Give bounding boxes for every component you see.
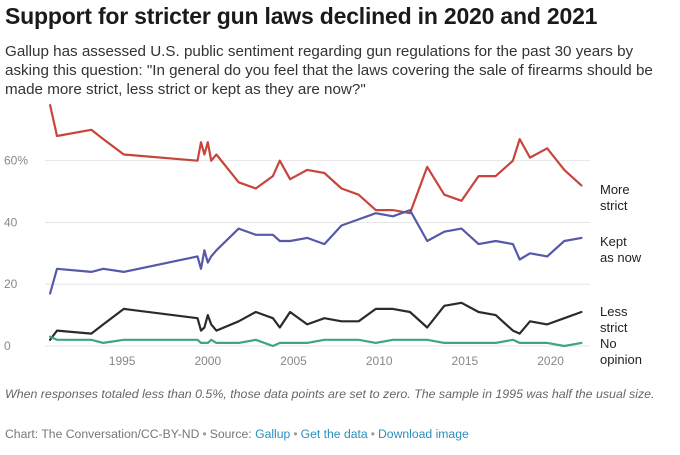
y-tick-label-40: 40 [4,215,18,229]
y-tick-labels: 0 20 40 60% [4,154,28,353]
series-label-less-strict: Less strict [600,304,628,335]
y-tick-label-20: 20 [4,277,18,291]
x-tick-label-2020: 2020 [537,354,564,368]
series-line-more-strict [48,103,583,215]
get-data-link[interactable]: Get the data [300,427,368,441]
chart-subtitle: Gallup has assessed U.S. public sentimen… [5,43,653,98]
line-chart: 0 20 40 60% 1995 2000 2005 2010 2015 2020 More st… [4,103,642,368]
footnote: When responses totaled less than 0.5%, t… [5,387,655,401]
source-link[interactable]: Gallup [255,427,291,441]
series-lines [48,103,583,348]
download-image-link[interactable]: Download image [377,427,469,441]
x-tick-label-1995: 1995 [109,354,136,368]
series-line-kept-as-now [48,208,583,295]
x-tick-label-2010: 2010 [366,354,393,368]
series-line-less-strict [48,301,583,341]
series-line-no-opinion [48,335,583,348]
credits-line: Chart: The Conversation/CC-BY-ND • Source:… [5,427,469,441]
credits-source-label: Source: [209,427,252,441]
y-tick-label-60: 60% [4,154,28,168]
x-tick-label-2015: 2015 [452,354,479,368]
x-tick-labels: 1995 2000 2005 2010 2015 2020 [109,354,564,368]
chart-title: Support for stricter gun laws declined i… [5,3,598,29]
x-tick-label-2005: 2005 [280,354,307,368]
x-tick-label-2000: 2000 [194,354,221,368]
series-label-kept-as-now: Kept as now [600,234,642,265]
y-tick-label-0: 0 [4,339,11,353]
series-label-no-opinion: No opinion [600,336,642,367]
credits-prefix: Chart: The Conversation/CC-BY-ND [5,427,200,441]
series-label-more-strict: More strict [600,182,630,213]
grid-lines [45,160,590,347]
